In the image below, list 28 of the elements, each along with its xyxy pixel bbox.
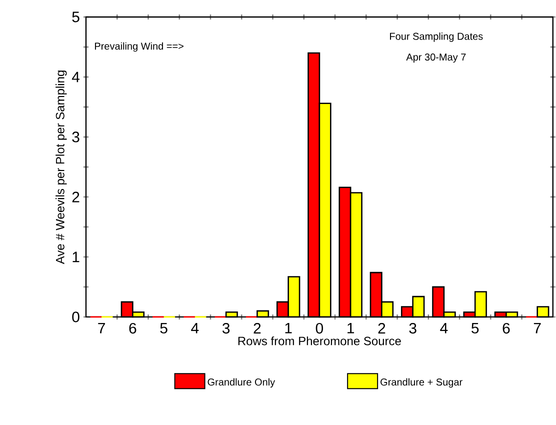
- annotation: Four Sampling Dates: [390, 32, 483, 42]
- x-tick-label: 6: [502, 323, 510, 334]
- legend-label: Grandlure + Sugar: [380, 378, 462, 388]
- y-tick-label: 0: [72, 312, 80, 322]
- x-tick-label: 0: [316, 323, 324, 334]
- y-tick-label: 1: [72, 252, 80, 262]
- legend-label: Grandlure Only: [208, 378, 276, 388]
- y-tick-label: 4: [72, 72, 80, 82]
- x-tick-label: 3: [409, 323, 416, 334]
- annotation: Apr 30-May 7: [406, 54, 466, 63]
- x-tick-label: 1: [285, 323, 292, 334]
- x-tick-label: 7: [98, 323, 105, 334]
- y-tick-label: 2: [72, 192, 80, 202]
- x-axis-title: Rows from Pheromone Source: [238, 336, 401, 346]
- y-tick-label: 3: [72, 132, 80, 142]
- x-tick-label: 5: [472, 323, 479, 334]
- x-tick-label: 5: [160, 323, 168, 334]
- x-tick-label: 7: [534, 323, 541, 334]
- x-tick-label: 6: [129, 323, 136, 334]
- x-tick-label: 4: [191, 323, 199, 334]
- x-tick-label: 2: [254, 323, 261, 334]
- x-tick-label: 3: [222, 323, 230, 334]
- x-tick-label: 1: [348, 323, 354, 334]
- x-tick-label: 2: [378, 323, 386, 334]
- x-tick-label: 4: [440, 323, 448, 334]
- y-tick-label: 5: [72, 12, 80, 22]
- annotation: Prevailing Wind ==>: [95, 42, 184, 52]
- y-axis-title: Ave # Weevils per Plot per Sampling: [56, 70, 67, 264]
